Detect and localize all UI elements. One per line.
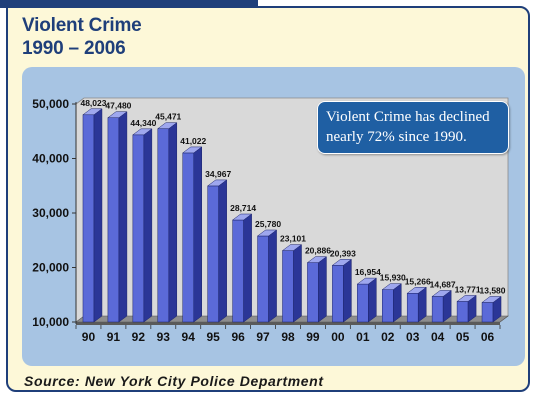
bar xyxy=(207,185,219,323)
bar-side xyxy=(118,111,128,323)
bar-top xyxy=(281,244,303,251)
bar xyxy=(481,302,494,323)
data-label: 13,771 xyxy=(455,284,481,294)
x-tick-label: 94 xyxy=(182,330,196,344)
bar xyxy=(282,250,294,323)
bar-top xyxy=(82,108,103,116)
bar-side xyxy=(243,213,252,323)
bar-side xyxy=(268,229,277,323)
x-tick-label: 00 xyxy=(331,330,345,344)
x-tick-label: 98 xyxy=(281,330,295,344)
x-tick-label: 05 xyxy=(456,330,470,344)
bar-top xyxy=(331,259,353,266)
bar-side xyxy=(393,283,402,323)
bar xyxy=(382,289,394,323)
data-label: 13,580 xyxy=(480,285,506,295)
bar xyxy=(431,296,444,323)
x-tick-label: 93 xyxy=(157,330,171,344)
x-tick-label: 95 xyxy=(206,330,220,344)
bar-side xyxy=(168,122,178,323)
y-tick-label: 50,000 xyxy=(32,97,69,111)
data-label: 25,780 xyxy=(255,219,281,229)
chart-subtitle: 1990 – 2006 xyxy=(22,38,126,59)
bar-side xyxy=(193,146,202,323)
x-tick-label: 99 xyxy=(306,330,320,344)
bar-top xyxy=(381,283,403,290)
data-label: 20,886 xyxy=(305,246,331,256)
bar-top xyxy=(256,229,278,237)
x-tick-label: 04 xyxy=(431,330,445,344)
bar xyxy=(332,265,344,323)
data-label: 34,967 xyxy=(205,169,231,179)
bar-side xyxy=(93,108,103,323)
bar xyxy=(182,152,194,323)
source-note: Source: New York City Police Department xyxy=(24,373,324,389)
bar-side xyxy=(318,256,327,323)
y-tick-label: 30,000 xyxy=(32,206,69,220)
x-tick-label: 96 xyxy=(231,330,245,344)
data-label: 45,471 xyxy=(155,112,181,122)
bar xyxy=(82,114,95,323)
x-tick-label: 03 xyxy=(406,330,420,344)
x-tick-label: 01 xyxy=(356,330,370,344)
top-accent-bar xyxy=(0,0,258,8)
x-tick-label: 06 xyxy=(481,330,495,344)
chart-title: Violent Crime xyxy=(22,15,142,36)
data-label: 15,930 xyxy=(380,273,406,283)
bar xyxy=(406,293,419,323)
x-tick-label: 97 xyxy=(256,330,270,344)
bar-side xyxy=(293,244,302,323)
bar-side xyxy=(143,128,153,323)
x-tick-label: 90 xyxy=(82,330,96,344)
data-label: 23,101 xyxy=(280,234,306,244)
bar-side xyxy=(218,179,227,323)
bar xyxy=(456,301,469,323)
data-label: 41,022 xyxy=(180,136,206,146)
bar xyxy=(132,134,145,323)
bar xyxy=(357,283,369,323)
bar xyxy=(107,117,120,323)
bar xyxy=(257,235,269,323)
y-tick-label: 10,000 xyxy=(32,315,69,329)
bar-top xyxy=(456,295,477,302)
data-label: 20,393 xyxy=(330,248,356,258)
bar-top xyxy=(356,277,378,285)
y-tick-label: 20,000 xyxy=(32,261,69,275)
data-label: 28,714 xyxy=(230,203,256,213)
data-label: 16,954 xyxy=(355,267,381,277)
bar-top xyxy=(406,287,427,294)
data-label: 15,266 xyxy=(405,276,431,286)
bar-top xyxy=(157,122,178,129)
bar-top xyxy=(306,256,328,263)
data-label: 47,480 xyxy=(105,101,131,111)
data-label: 48,023 xyxy=(80,98,106,108)
data-label: 44,340 xyxy=(130,118,156,128)
x-tick-label: 02 xyxy=(381,330,395,344)
x-tick-label: 91 xyxy=(107,330,121,344)
bar xyxy=(157,128,170,323)
bar-top xyxy=(181,146,203,154)
bar xyxy=(232,219,244,323)
bar-top xyxy=(107,111,128,118)
bar-top xyxy=(206,179,228,187)
bar-top xyxy=(231,213,253,221)
bar-top xyxy=(431,290,452,297)
bar-top xyxy=(481,296,502,303)
callout-box: Violent Crime has declined nearly 72% si… xyxy=(317,101,509,154)
bar-side xyxy=(343,258,352,323)
bar xyxy=(307,262,319,323)
bar-top xyxy=(132,128,153,136)
y-tick-label: 40,000 xyxy=(32,152,69,166)
chart-floor-edge xyxy=(76,322,500,325)
bar-side xyxy=(368,277,377,323)
data-label: 14,687 xyxy=(430,279,456,289)
x-tick-label: 92 xyxy=(132,330,146,344)
